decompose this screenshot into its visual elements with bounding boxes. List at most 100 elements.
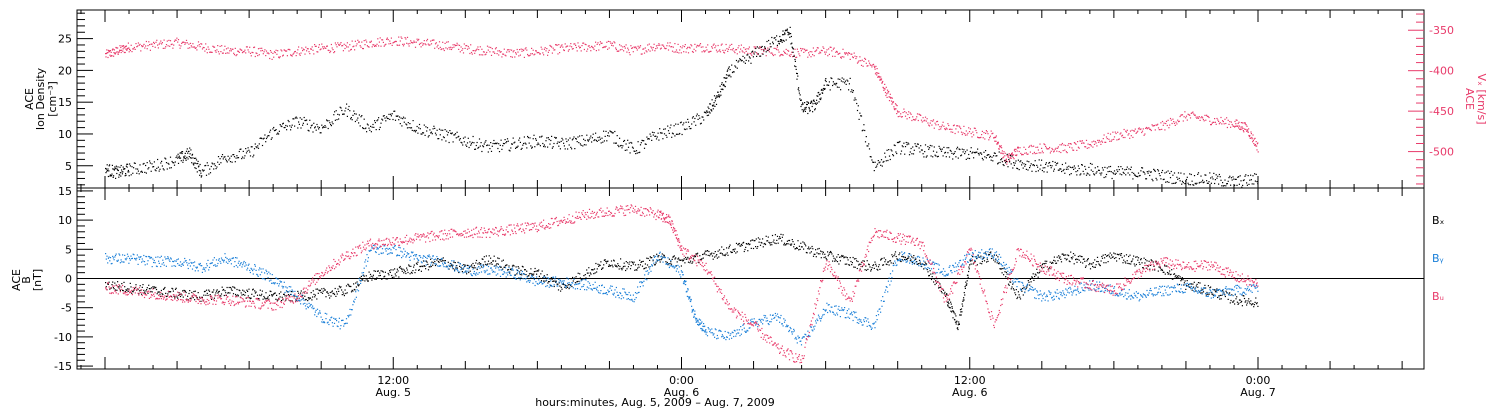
density-point: [338, 114, 340, 116]
bx-point: [1108, 256, 1111, 258]
velocity-point: [1255, 141, 1257, 143]
density-point: [709, 103, 712, 105]
bx-point: [110, 287, 112, 289]
bx-point: [326, 291, 328, 293]
bx-point: [536, 270, 538, 272]
velocity-point: [1001, 152, 1003, 154]
bx-point: [233, 286, 235, 288]
velocity-point: [165, 44, 168, 46]
velocity-point: [1168, 127, 1170, 129]
bx-point: [254, 292, 256, 294]
velocity-point: [1157, 123, 1159, 125]
density-point: [160, 162, 162, 164]
velocity-point: [377, 38, 379, 40]
bx-point: [329, 297, 331, 299]
bx-point: [818, 247, 820, 250]
velocity-point: [1153, 125, 1155, 127]
velocity-point: [447, 41, 449, 43]
bx-point: [1113, 257, 1116, 260]
by-point: [127, 255, 129, 257]
density-point: [784, 32, 786, 34]
density-point: [1091, 163, 1093, 165]
bx-point: [609, 265, 611, 267]
density-point: [528, 142, 530, 144]
velocity-point: [486, 51, 488, 53]
density-point: [887, 159, 889, 162]
velocity-point: [553, 49, 555, 51]
density-point: [904, 146, 907, 148]
density-point: [594, 139, 596, 141]
density-point: [459, 138, 461, 140]
velocity-point: [108, 51, 110, 53]
density-point: [1000, 159, 1002, 161]
bx-point: [1032, 273, 1034, 275]
density-point: [1209, 172, 1211, 174]
density-point: [342, 113, 344, 115]
density-point: [199, 163, 201, 166]
density-point: [686, 128, 688, 130]
velocity-point: [141, 45, 143, 47]
density-point: [644, 143, 646, 145]
bx-point: [1082, 262, 1084, 264]
density-point: [241, 158, 243, 160]
bx-point: [1052, 262, 1054, 264]
by-point: [122, 261, 124, 263]
density-point: [1242, 179, 1244, 182]
density-point: [519, 141, 521, 143]
density-point: [474, 148, 476, 150]
density-point: [948, 156, 951, 158]
bx-point: [802, 241, 804, 243]
density-point: [838, 86, 840, 88]
density-point: [983, 151, 985, 153]
velocity-point: [1235, 119, 1237, 121]
density-point: [1013, 164, 1015, 166]
velocity-point: [161, 42, 163, 44]
density-point: [269, 129, 272, 131]
density-point: [326, 119, 328, 121]
velocity-point: [1191, 112, 1193, 114]
bx-point: [1138, 261, 1140, 264]
velocity-point: [536, 52, 538, 54]
velocity-point: [1135, 132, 1137, 134]
bx-point: [418, 269, 420, 271]
bx-point: [823, 256, 825, 259]
density-point: [820, 98, 822, 101]
velocity-point: [611, 42, 613, 44]
bx-point: [1223, 293, 1225, 295]
bx-point: [744, 248, 746, 251]
density-point: [798, 87, 800, 89]
velocity-point: [197, 41, 200, 43]
density-point: [439, 134, 441, 136]
velocity-point: [632, 51, 634, 53]
bx-point: [420, 270, 422, 272]
velocity-point: [382, 41, 384, 43]
bx-point: [1116, 260, 1118, 262]
velocity-point: [1118, 138, 1120, 140]
bx-point: [860, 263, 862, 265]
bx-point: [1135, 256, 1137, 258]
density-point: [903, 142, 905, 144]
velocity-point: [1038, 152, 1040, 154]
density-point: [282, 122, 284, 124]
velocity-point: [189, 42, 192, 44]
bx-point: [1025, 287, 1027, 289]
bx-point: [1085, 265, 1087, 267]
density-point: [822, 89, 824, 92]
velocity-point: [1053, 151, 1055, 153]
velocity-point: [629, 54, 631, 56]
velocity-point: [846, 52, 848, 54]
density-point: [407, 122, 409, 124]
velocity-point: [890, 97, 892, 99]
velocity-point: [1073, 142, 1075, 144]
velocity-point: [1153, 124, 1156, 127]
density-point: [393, 110, 395, 112]
bx-point: [117, 281, 119, 283]
velocity-point: [1019, 147, 1021, 149]
density-point: [230, 155, 232, 157]
velocity-point: [635, 46, 637, 48]
density-point: [1218, 173, 1220, 176]
velocity-point: [321, 43, 323, 45]
velocity-point: [864, 58, 867, 60]
bx-point: [1043, 263, 1046, 265]
bx-point: [791, 243, 793, 245]
